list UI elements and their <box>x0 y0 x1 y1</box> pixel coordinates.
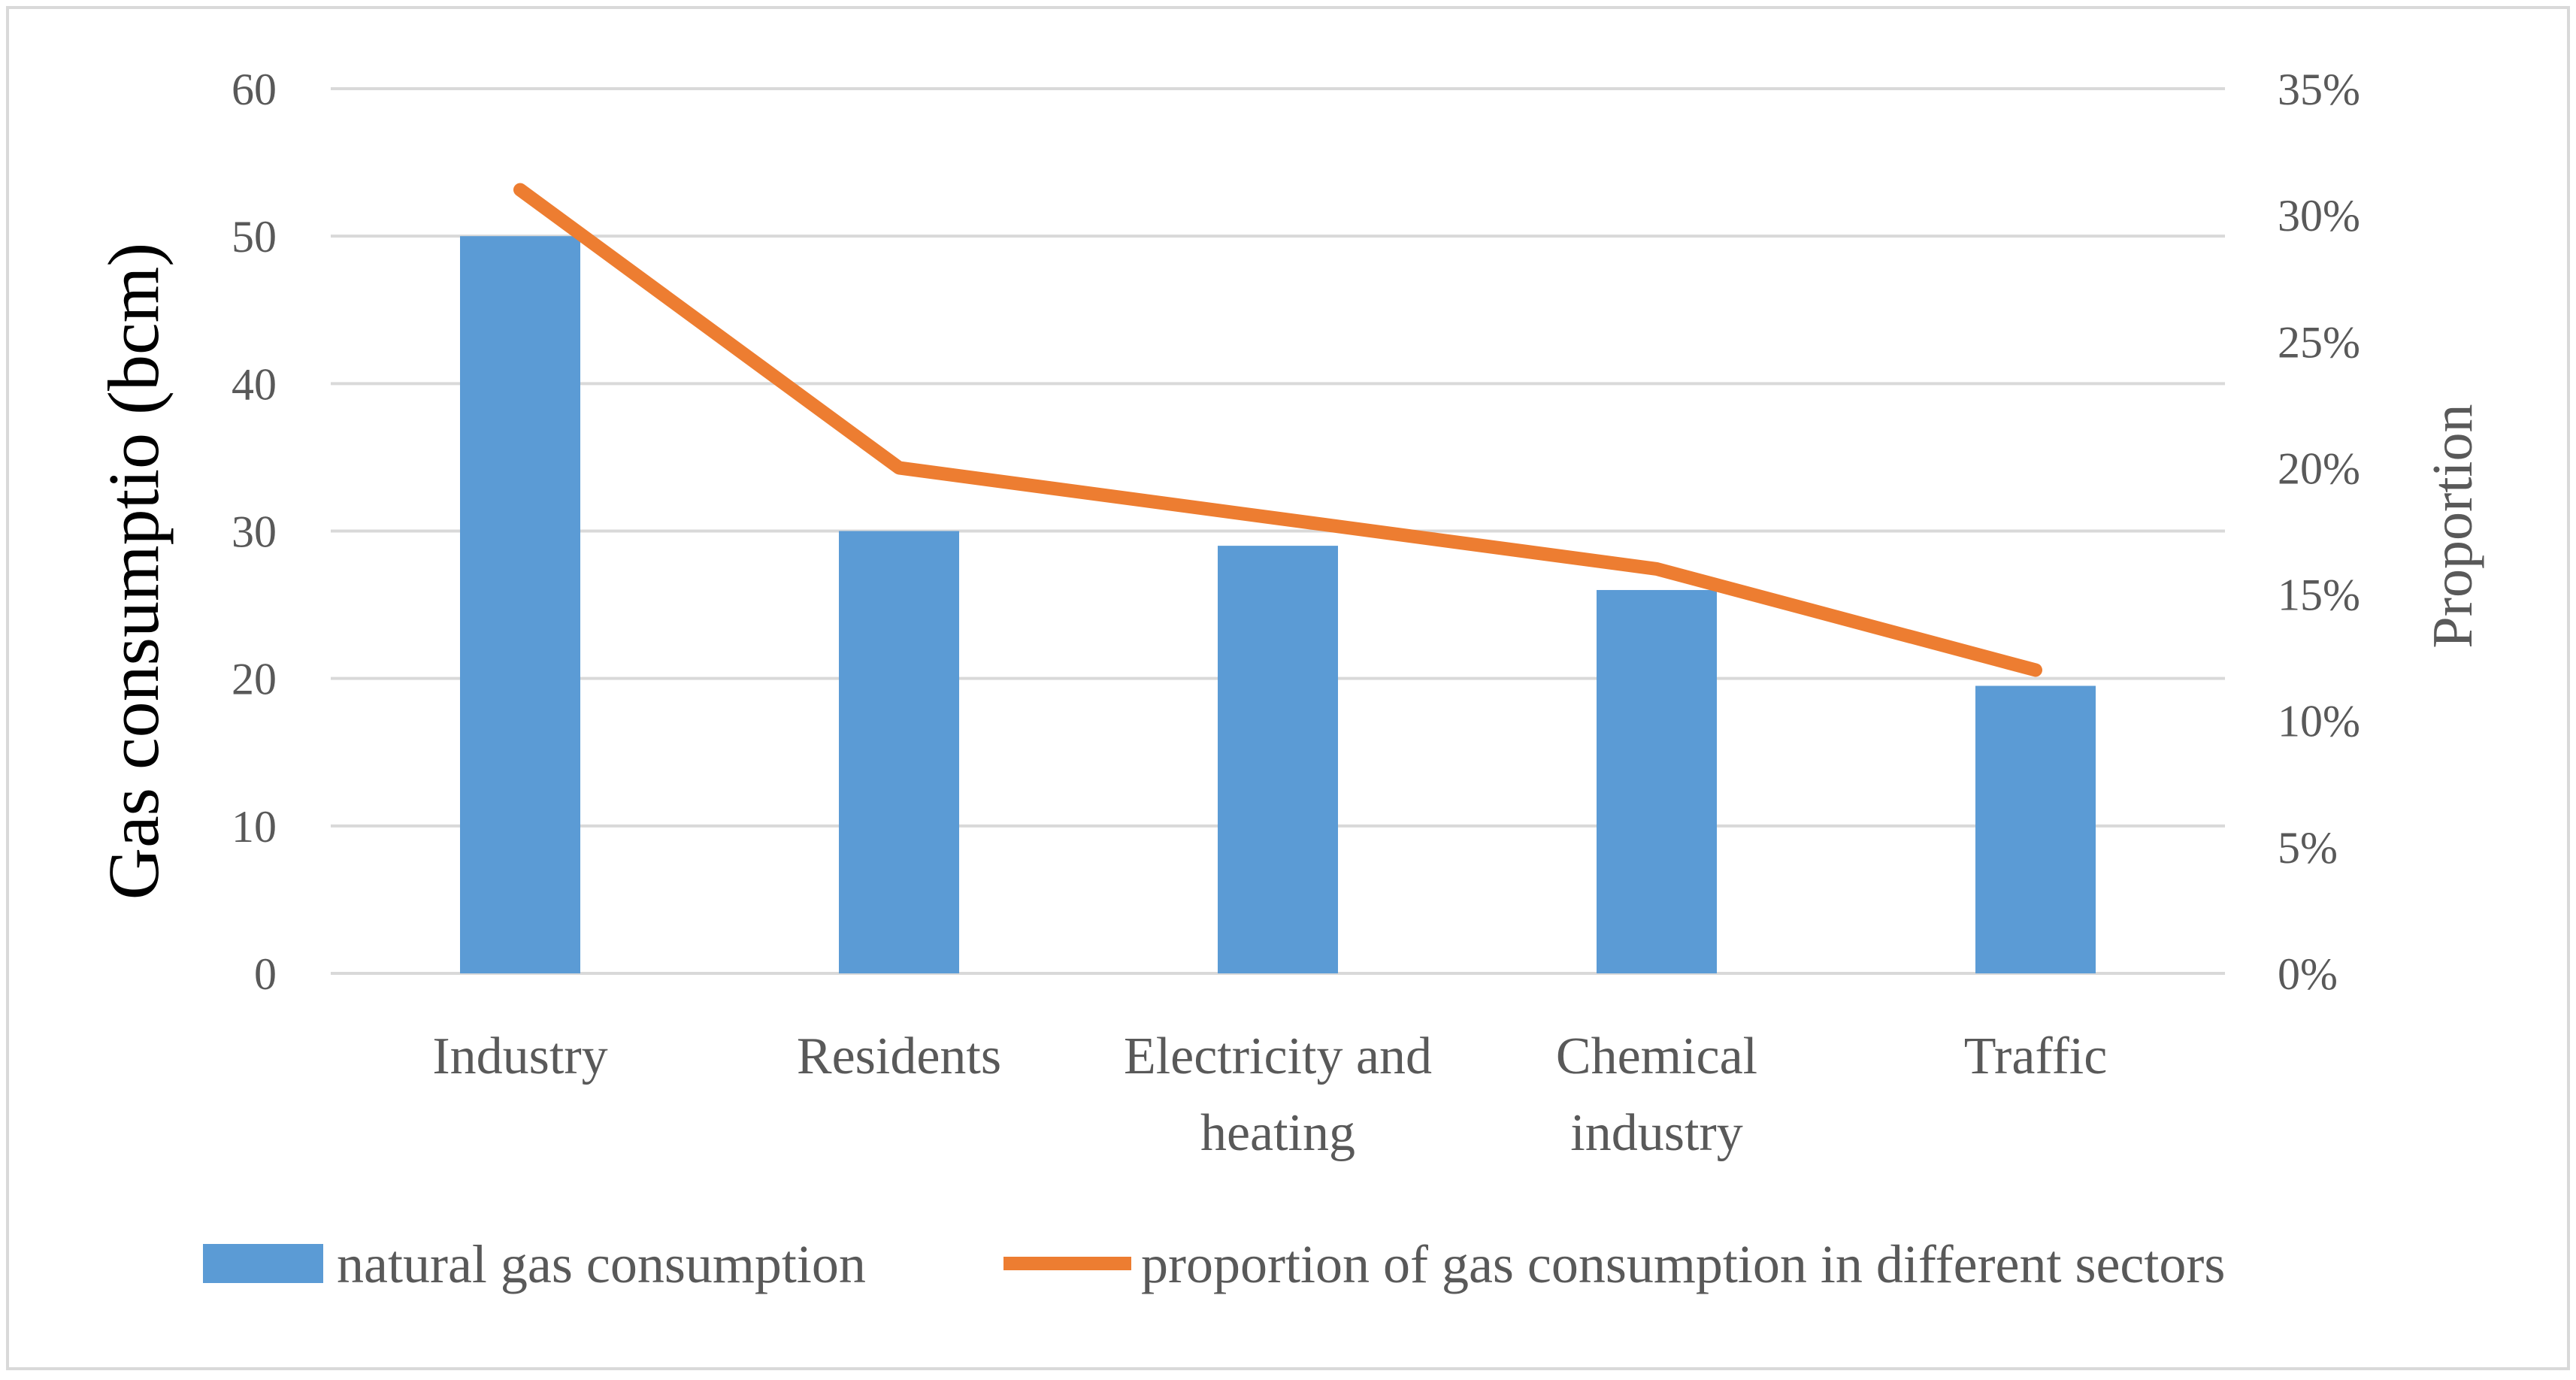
bar <box>1975 685 2096 973</box>
left-axis-ticks: 0 10 20 30 40 50 60 <box>232 65 277 999</box>
y-left-tick-label: 20 <box>232 655 277 704</box>
bar <box>1597 589 1717 973</box>
category-label: Electricity and <box>1124 1027 1432 1085</box>
line-point <box>898 467 900 469</box>
line-series <box>513 183 2042 677</box>
gridlines <box>331 87 2225 975</box>
y-right-tick-label: 30% <box>2278 191 2360 241</box>
line-point <box>1656 567 1657 570</box>
bar <box>839 531 959 973</box>
y-right-tick-label: 20% <box>2278 443 2360 493</box>
y-right-tick-label: 15% <box>2278 570 2360 620</box>
y-left-tick-label: 0 <box>254 949 277 999</box>
legend-line-label: proportion of gas consumption in differe… <box>1141 1234 2225 1294</box>
line-point <box>2035 669 2036 671</box>
category-label: Chemical <box>1556 1027 1757 1085</box>
category-labels: Industry Residents Electricity and heating C… <box>432 1027 2107 1162</box>
y-right-tick-label: 35% <box>2278 65 2360 114</box>
y-right-tick-label: 5% <box>2278 823 2338 873</box>
y-right-tick-label: 25% <box>2278 317 2360 367</box>
category-label: Residents <box>797 1027 1001 1085</box>
y-left-tick-label: 50 <box>232 212 277 262</box>
category-label: Traffic <box>1964 1027 2108 1085</box>
bar-series <box>460 236 2096 974</box>
right-axis-ticks: 0% 5% 10% 15% 20% 25% 30% 35% <box>2278 65 2360 999</box>
y-axis-left-title: Gas consumptio (bcm) <box>93 243 174 900</box>
category-label: industry <box>1570 1104 1742 1162</box>
line-point <box>519 189 521 191</box>
y-left-tick-label: 60 <box>232 65 277 114</box>
bar <box>460 236 580 974</box>
line-point <box>1277 517 1279 519</box>
y-right-tick-label: 0% <box>2278 949 2338 999</box>
bar <box>1218 546 1338 973</box>
y-left-tick-label: 40 <box>232 359 277 409</box>
legend-bar-label: natural gas consumption <box>337 1234 866 1294</box>
category-label: Industry <box>432 1027 607 1085</box>
y-right-tick-label: 10% <box>2278 697 2360 746</box>
legend: natural gas consumption proportion of ga… <box>203 1234 2225 1294</box>
legend-bar-swatch <box>203 1244 323 1283</box>
y-left-tick-label: 30 <box>232 507 277 557</box>
y-left-tick-label: 10 <box>232 802 277 852</box>
category-label: heating <box>1200 1104 1355 1162</box>
y-axis-right-title: Proportion <box>2421 404 2484 648</box>
